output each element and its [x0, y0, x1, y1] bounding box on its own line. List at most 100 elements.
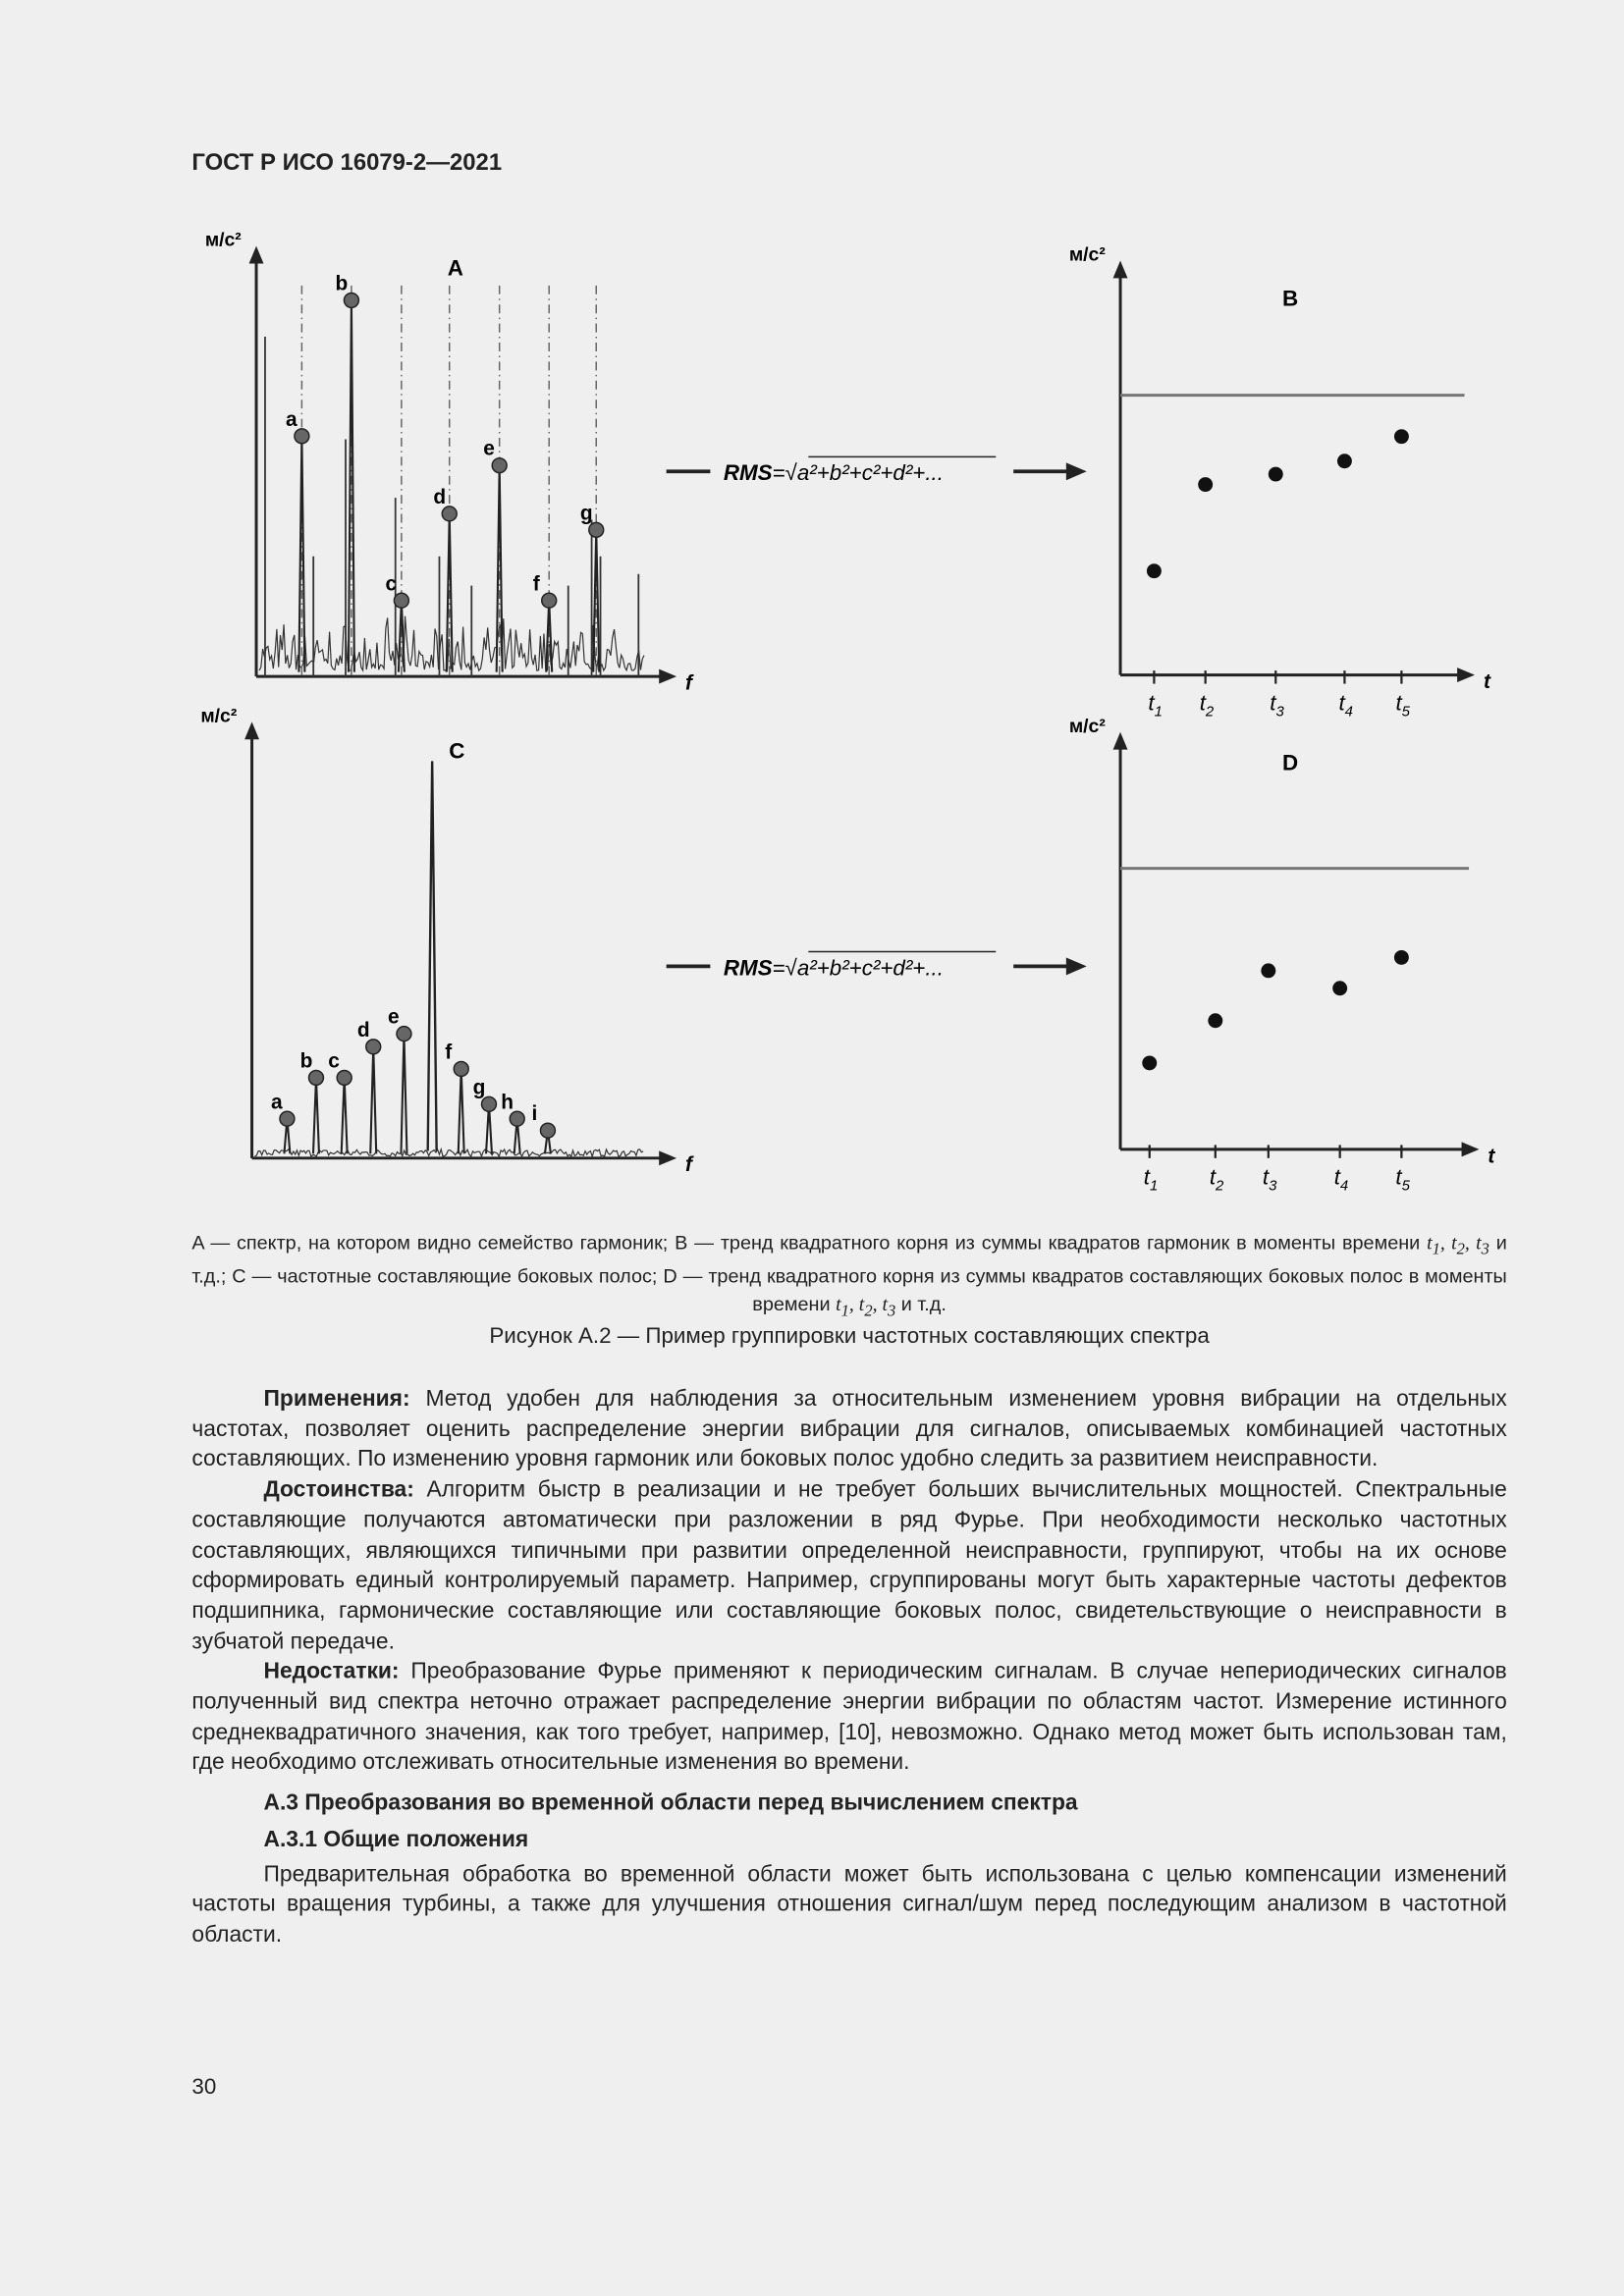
- peak-label: c: [328, 1049, 340, 1072]
- peak-marker: [541, 592, 558, 609]
- peak-marker: [480, 1095, 498, 1112]
- peak-label: g: [473, 1076, 486, 1098]
- peak-marker: [365, 1039, 382, 1055]
- paragraph-label: Применения:: [263, 1386, 410, 1412]
- body-text: Применения: Метод удобен для наблюдения …: [191, 1385, 1506, 1951]
- page-number: 30: [191, 2074, 217, 2100]
- caption-times: t1, t2, t3: [1427, 1231, 1489, 1259]
- paragraph: Предварительная обработка во временной о…: [191, 1861, 1507, 1948]
- arrow-right-icon: [1065, 957, 1087, 976]
- data-point: [1198, 477, 1214, 493]
- peak-label: c: [385, 572, 397, 595]
- caption-part: и т.д.; C — частотные составляющие боков…: [191, 1231, 1507, 1314]
- figure-caption: A — спектр, на котором видно семейство г…: [191, 1230, 1506, 1325]
- data-point: [1146, 563, 1162, 579]
- data-point: [1336, 454, 1352, 469]
- data-point: [1393, 429, 1409, 445]
- x-tick-label: t5: [1395, 690, 1410, 720]
- rms-formula: RMS=√a²+b²+c²+d²+...: [724, 460, 944, 485]
- x-tick-label: t1: [1144, 1165, 1159, 1195]
- paragraph-label: Достоинства:: [263, 1477, 414, 1503]
- paragraph: Недостатки: Преобразование Фурье применя…: [191, 1658, 1506, 1780]
- peak-marker: [307, 1069, 325, 1087]
- peak-label: d: [433, 486, 446, 508]
- chart-title: D: [1282, 751, 1298, 775]
- data-point: [1332, 981, 1348, 996]
- x-tick-label: t3: [1270, 690, 1284, 720]
- y-axis-arrow-icon: [248, 245, 264, 264]
- peak-marker: [588, 521, 605, 538]
- rms-formula: RMS=√a²+b²+c²+d²+...: [724, 955, 944, 980]
- x-axis-arrow-icon: [659, 668, 677, 684]
- figure-title: Рисунок А.2 — Пример группировки частотн…: [489, 1323, 1210, 1349]
- peak-label: a: [271, 1091, 283, 1113]
- peak-label: e: [483, 438, 495, 460]
- peak-label: f: [445, 1041, 452, 1064]
- caption-part: A — спектр, на котором видно семейство г…: [191, 1231, 1428, 1254]
- chart-title: B: [1282, 287, 1298, 311]
- spectral-peak: [400, 1034, 408, 1154]
- y-axis-label: м/с²: [205, 230, 242, 251]
- x-tick-label: t4: [1338, 690, 1353, 720]
- peak-marker: [491, 456, 508, 474]
- y-axis-label: м/с²: [200, 705, 237, 726]
- x-axis-label: t: [1488, 1145, 1495, 1167]
- peak-label: g: [580, 502, 593, 524]
- peak-marker: [279, 1110, 296, 1127]
- peak-label: a: [286, 408, 298, 431]
- peak-marker: [539, 1122, 557, 1139]
- subsection-heading: А.3.1 Общие положения: [263, 1827, 529, 1852]
- peak-label: d: [357, 1019, 370, 1041]
- caption-part: и т.д.: [895, 1292, 947, 1314]
- y-axis-label: м/с²: [1069, 243, 1106, 265]
- peak-label: h: [501, 1091, 514, 1113]
- peak-marker: [343, 292, 360, 309]
- x-tick-label: t4: [1334, 1165, 1349, 1195]
- peak-marker: [294, 428, 310, 445]
- paragraph: Применения: Метод удобен для наблюдения …: [191, 1385, 1506, 1476]
- paragraph-text: Преобразование Фурье применяют к периоди…: [191, 1659, 1507, 1776]
- peak-label: b: [336, 272, 349, 294]
- x-tick-label: t3: [1263, 1165, 1277, 1195]
- peak-label: f: [533, 572, 540, 595]
- peak-marker: [509, 1110, 525, 1127]
- x-tick-label: t5: [1395, 1165, 1410, 1195]
- peak-label: i: [532, 1102, 538, 1125]
- paragraph: Достоинства: Алгоритм быстр в реализации…: [191, 1476, 1506, 1658]
- y-axis-arrow-icon: [1112, 260, 1128, 279]
- arrow-right-icon: [1065, 462, 1087, 481]
- chart-title: A: [448, 255, 463, 280]
- peak-marker: [393, 592, 410, 609]
- peak-marker: [336, 1069, 352, 1087]
- x-tick-label: t2: [1210, 1165, 1224, 1195]
- x-axis-arrow-icon: [1461, 1142, 1480, 1157]
- x-axis-label: f: [685, 672, 694, 695]
- data-point: [1268, 466, 1283, 482]
- data-point: [1393, 949, 1409, 965]
- spectral-peak: [457, 1068, 465, 1154]
- section-heading: А.3 Преобразования во временной области …: [263, 1790, 1078, 1816]
- y-axis-arrow-icon: [1112, 731, 1128, 750]
- paragraph-text: Метод удобен для наблюдения за относител…: [191, 1386, 1507, 1472]
- spectral-peak: [369, 1046, 378, 1154]
- data-point: [1261, 963, 1276, 979]
- data-point: [1142, 1055, 1158, 1071]
- caption-times: t1, t2, t3: [836, 1292, 896, 1320]
- document-header: ГОСТ Р ИСО 16079-2—2021: [191, 150, 503, 176]
- x-axis-arrow-icon: [659, 1150, 677, 1166]
- x-tick-label: t1: [1148, 690, 1163, 720]
- spectral-peak: [495, 465, 504, 672]
- data-point: [1208, 1013, 1223, 1029]
- peak-marker: [453, 1060, 469, 1078]
- y-axis-arrow-icon: [244, 721, 260, 740]
- main-peak: [426, 761, 438, 1151]
- x-axis-arrow-icon: [1457, 667, 1475, 683]
- chart-title: C: [449, 739, 464, 764]
- x-tick-label: t2: [1200, 690, 1215, 720]
- peak-marker: [441, 506, 458, 522]
- peak-label: e: [388, 1006, 400, 1029]
- peak-label: b: [300, 1049, 313, 1072]
- x-axis-label: t: [1484, 670, 1491, 693]
